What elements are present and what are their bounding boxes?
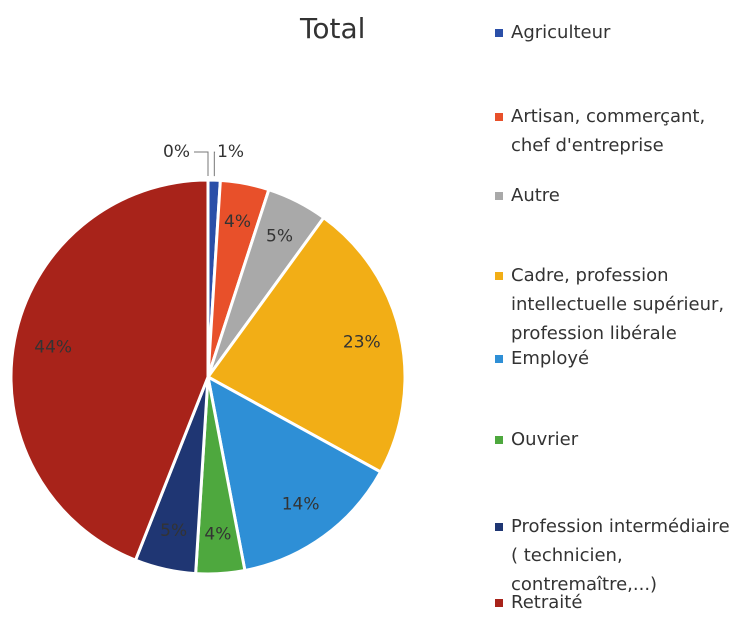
legend-swatch bbox=[495, 436, 503, 444]
data-label: 1% bbox=[217, 142, 244, 162]
legend-item: Agriculteur bbox=[495, 18, 740, 47]
data-label: 44% bbox=[34, 337, 72, 357]
legend-label: Employé bbox=[511, 348, 590, 369]
legend-swatch bbox=[495, 272, 503, 280]
legend-label: Autre bbox=[511, 185, 560, 206]
legend-swatch bbox=[495, 523, 503, 531]
legend-label: Agriculteur bbox=[511, 22, 611, 43]
data-label: 0% bbox=[163, 142, 190, 162]
legend-item: Ouvrier bbox=[495, 425, 740, 454]
legend-item: Artisan, commerçant, chef d'entreprise bbox=[495, 102, 740, 160]
legend-label: Retraité bbox=[511, 592, 583, 613]
legend-label: Ouvrier bbox=[511, 429, 579, 450]
leader-line bbox=[213, 151, 216, 177]
data-label: 4% bbox=[204, 524, 231, 544]
data-label: 4% bbox=[224, 212, 251, 232]
legend-swatch bbox=[495, 192, 503, 200]
chart-title: Total bbox=[300, 12, 366, 45]
legend-swatch bbox=[495, 355, 503, 363]
legend-item: Autre bbox=[495, 181, 740, 210]
data-label: 14% bbox=[282, 495, 320, 515]
pie-slice bbox=[205, 215, 407, 474]
legend-item: Retraité bbox=[495, 588, 740, 617]
legend-item: Cadre, profession intellectuelle supérie… bbox=[495, 261, 740, 348]
legend-label: Cadre, profession intellectuelle supérie… bbox=[511, 265, 725, 344]
legend-swatch bbox=[495, 29, 503, 37]
legend-item: Employé bbox=[495, 344, 740, 373]
legend-swatch bbox=[495, 113, 503, 121]
pie-slice bbox=[205, 374, 383, 573]
legend-swatch bbox=[495, 599, 503, 607]
data-label: 5% bbox=[160, 521, 187, 541]
leader-line bbox=[194, 151, 209, 176]
pie-slice bbox=[9, 178, 210, 563]
legend-label: Artisan, commerçant, chef d'entreprise bbox=[511, 106, 706, 156]
data-label: 23% bbox=[343, 333, 381, 353]
data-label: 5% bbox=[266, 227, 293, 247]
legend-label: Profession intermédiaire ( technicien, c… bbox=[511, 516, 730, 595]
legend-item: Profession intermédiaire ( technicien, c… bbox=[495, 512, 740, 599]
